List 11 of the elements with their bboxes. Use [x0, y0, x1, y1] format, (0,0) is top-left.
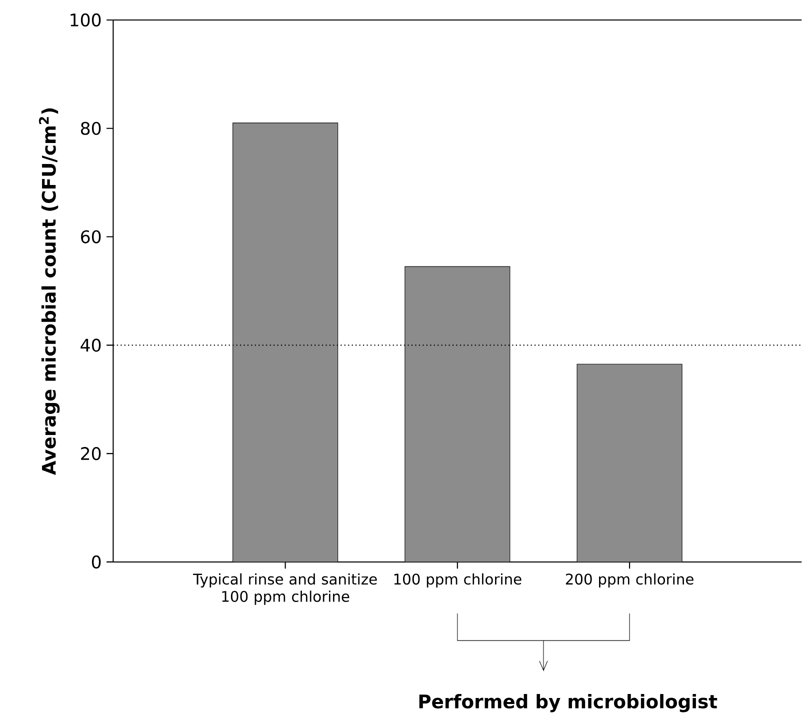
x-tick-label: 100 ppm chlorine [394, 573, 522, 588]
text: Performed by microbiologist [419, 694, 718, 712]
y-tick-label: 20 [81, 446, 101, 460]
x-tick-label: Typical rinse and sanitize 100 ppm chlorine [193, 573, 377, 605]
y-axis-title: Average microbial count (CFU/cm$^{2}$) [38, 108, 60, 475]
y-tick-label: 60 [81, 230, 101, 244]
y-tick-label: 100 [70, 13, 101, 26]
y-tick-label: 80 [80, 122, 101, 135]
y-tick-label: 40 [80, 338, 101, 352]
y-tick-label: 0 [92, 555, 101, 568]
x-tick-label: 200 ppm chlorine [566, 573, 694, 588]
